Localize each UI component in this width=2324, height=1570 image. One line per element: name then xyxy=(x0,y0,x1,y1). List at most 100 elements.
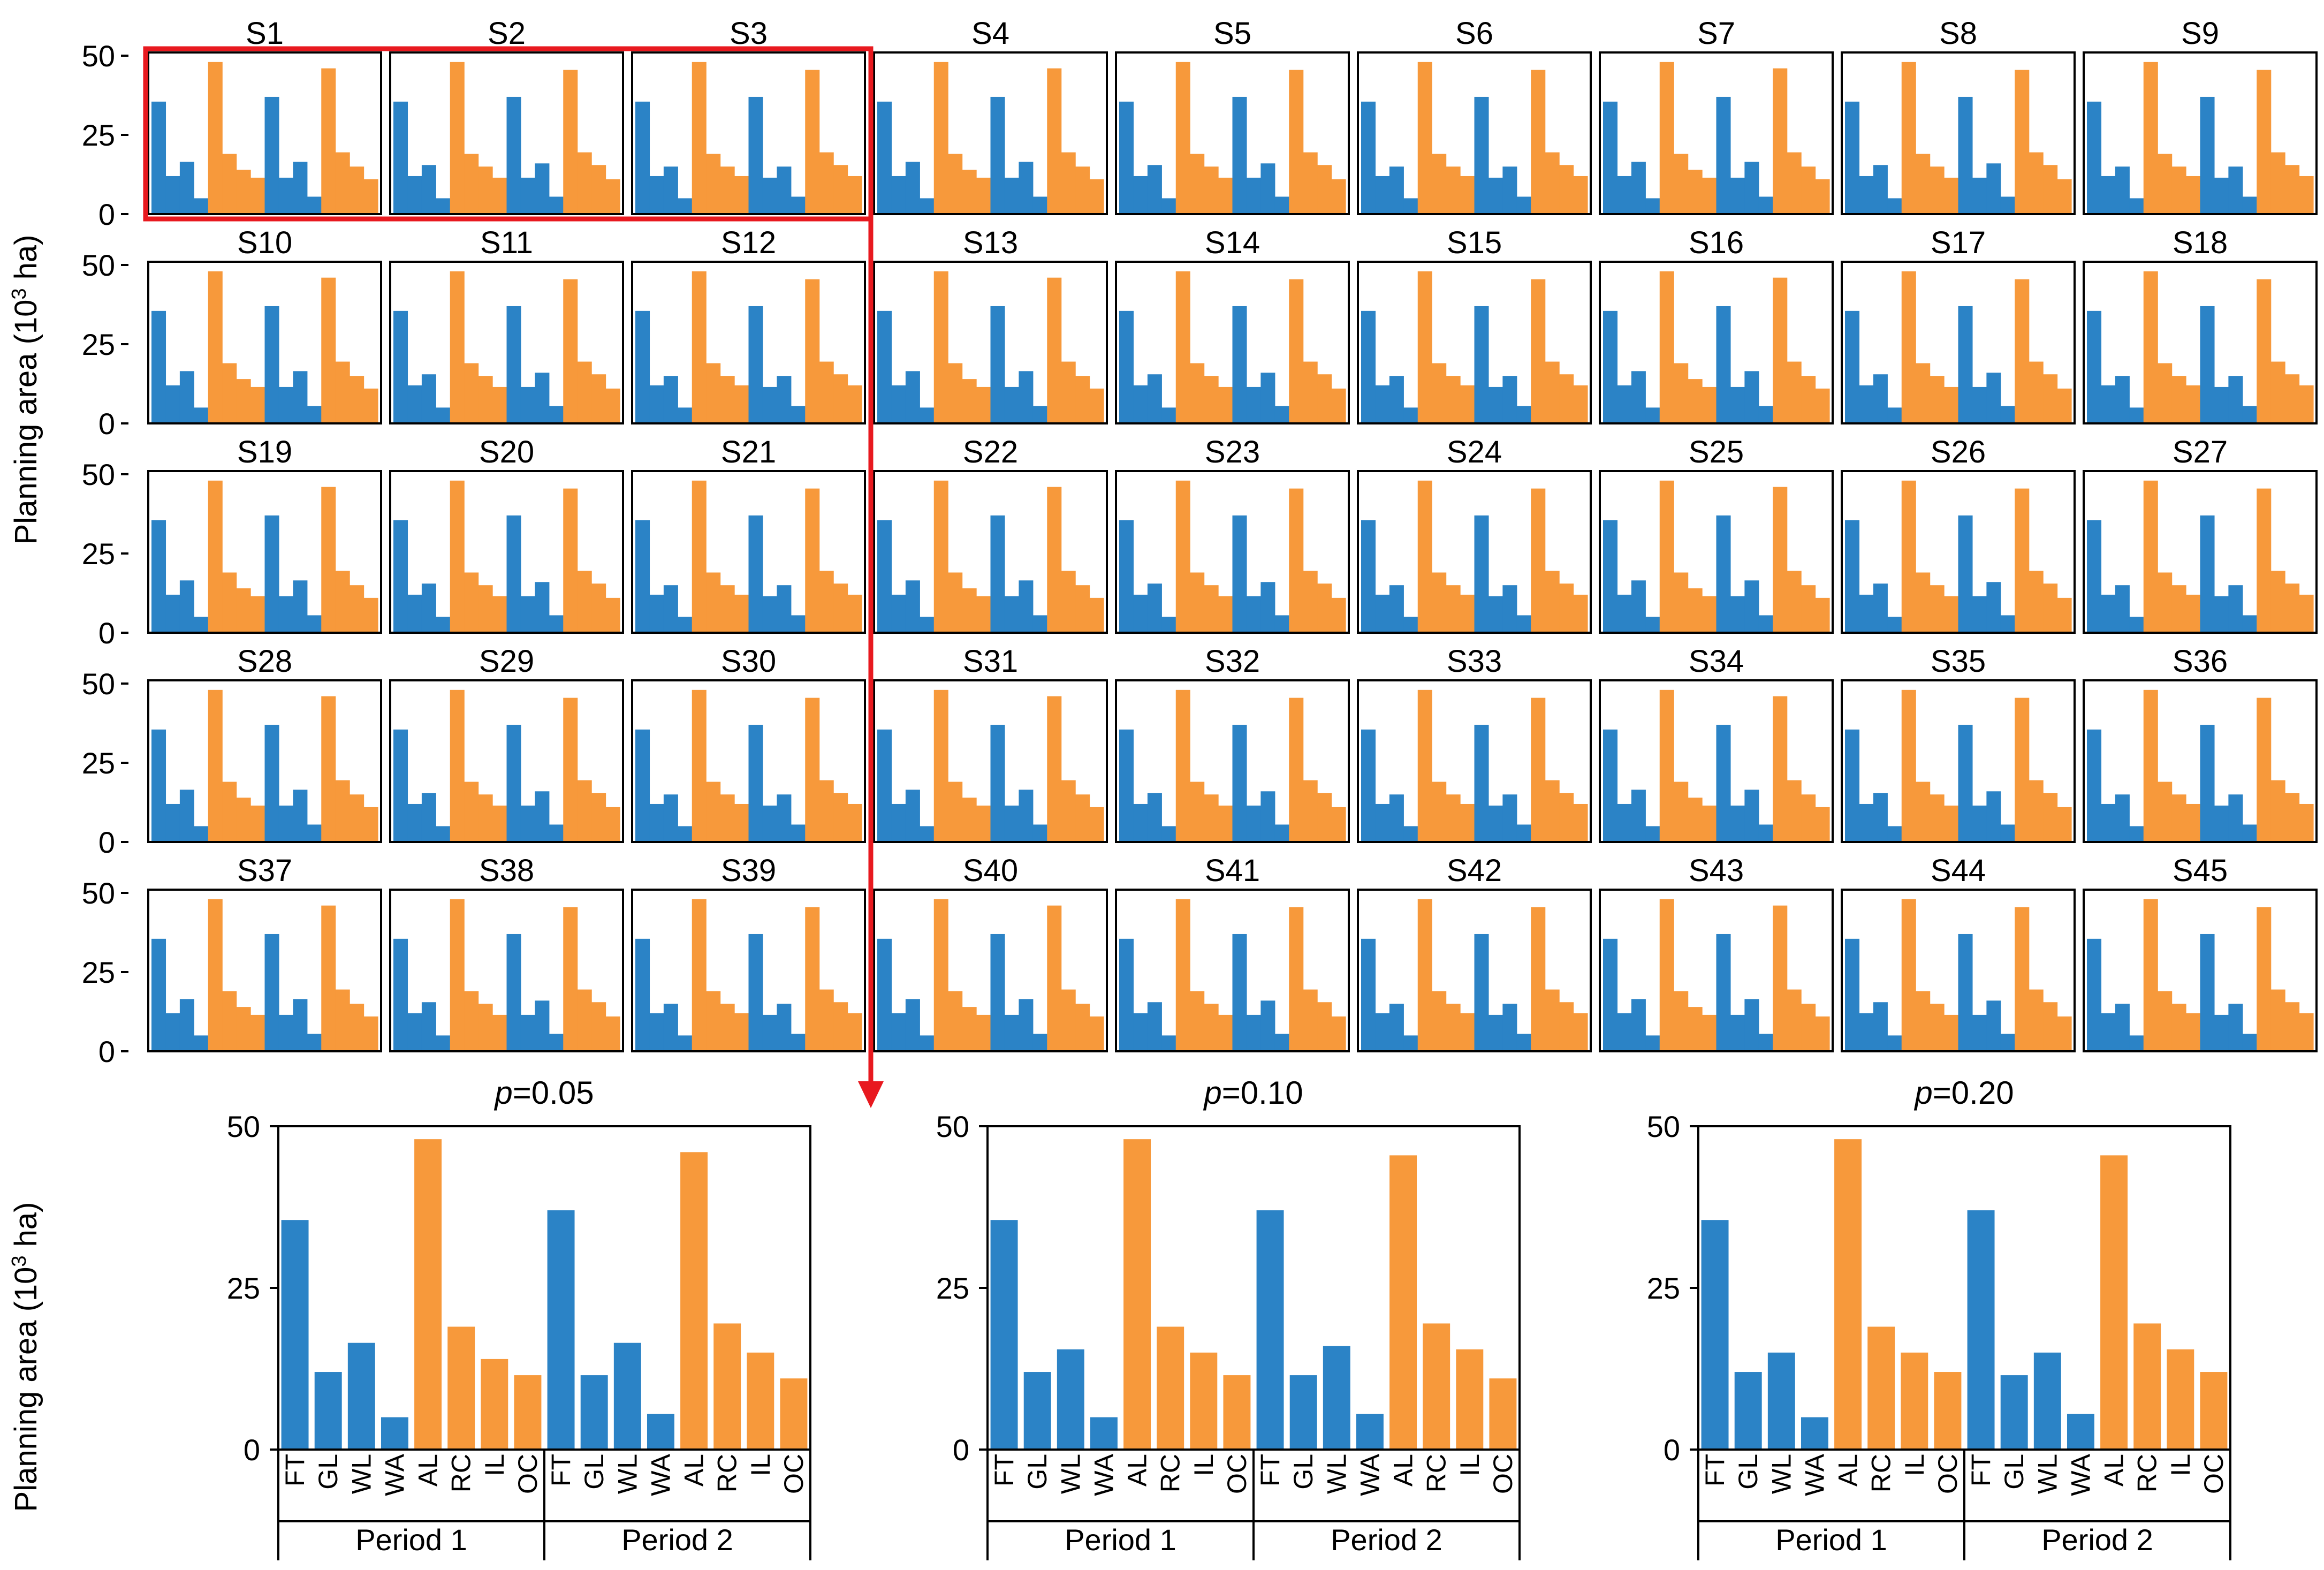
scenario-bar xyxy=(1986,582,2001,633)
scenario-bar xyxy=(1190,154,1205,214)
scenario-bar xyxy=(833,374,848,423)
scenario-bar xyxy=(535,1000,550,1051)
scenario-bar xyxy=(1787,780,1802,842)
scenario-bar xyxy=(1375,803,1390,842)
scenario-bar xyxy=(2101,1013,2116,1051)
scenario-title: S29 xyxy=(479,644,534,679)
scenario-bar xyxy=(278,596,293,633)
scenario-bar xyxy=(520,386,535,423)
grid-y-tick-label: 25 xyxy=(82,328,115,361)
scenario-bar xyxy=(1801,585,1816,633)
grid-y-tick-label: 0 xyxy=(98,407,115,441)
scenario-title: S21 xyxy=(721,435,776,469)
scenario-bar xyxy=(179,999,194,1051)
scenario-bar xyxy=(179,371,194,423)
scenario-bar xyxy=(1916,154,1931,214)
scenario-grid: 0 25 50 S1 S2 S3 S4 S5 S6 S7 S8 S9 0 25 50 S10 S11 S12 S13… xyxy=(8,16,2318,1068)
scenario-bar xyxy=(450,689,465,842)
scenario-bar xyxy=(2171,585,2186,633)
scenario-bar xyxy=(1446,794,1461,842)
scenario-bar xyxy=(2043,1002,2058,1051)
scenario-bar xyxy=(2057,1016,2072,1051)
scenario-bar xyxy=(151,520,166,633)
scenario-bar xyxy=(819,989,834,1051)
scenario-frame xyxy=(389,889,624,1052)
scenario-frame xyxy=(389,261,624,424)
scenario-bar xyxy=(236,379,251,423)
scenario-bar xyxy=(1758,824,1773,842)
scenario-bar xyxy=(1133,385,1148,423)
scenario-bar xyxy=(321,487,336,633)
highlight-overlay xyxy=(143,46,884,1108)
grid-y-tick-label: 0 xyxy=(98,825,115,859)
scenario-frame xyxy=(2083,679,2318,843)
category-label: AL xyxy=(1388,1454,1418,1486)
scenario-bar xyxy=(2015,279,2030,423)
scenario-bar xyxy=(1787,571,1802,633)
scenario-bar xyxy=(450,899,465,1051)
scenario-bar xyxy=(222,782,237,842)
scenario-bar xyxy=(678,198,693,214)
scenario-title: S41 xyxy=(1205,853,1260,888)
scenario-panel: S24 xyxy=(1357,435,1592,634)
scenario-bar xyxy=(1659,62,1674,214)
scenario-bar xyxy=(321,68,336,215)
scenario-bar xyxy=(1559,793,1574,842)
scenario-bar xyxy=(1659,689,1674,842)
scenario-bar xyxy=(222,154,237,214)
panel-title: p=0.20 xyxy=(1913,1075,2014,1111)
scenario-bar xyxy=(663,376,678,423)
scenario-bar xyxy=(1716,515,1731,633)
scenario-bar xyxy=(649,385,664,423)
scenario-bar xyxy=(591,793,606,842)
scenario-bar xyxy=(1432,782,1447,842)
scenario-panel: S11 xyxy=(389,225,624,424)
scenario-title: S5 xyxy=(1213,16,1251,51)
scenario-frame xyxy=(2083,889,2318,1052)
scenario-bar xyxy=(847,176,862,214)
category-label: FT xyxy=(546,1454,576,1486)
scenario-bar xyxy=(1274,196,1289,214)
scenario-bar xyxy=(1375,176,1390,214)
scenario-bar xyxy=(293,580,308,633)
scenario-bar xyxy=(819,152,834,214)
scenario-bar xyxy=(2186,176,2201,214)
scenario-bar xyxy=(1873,374,1888,423)
scenario-bar xyxy=(1190,991,1205,1051)
scenario-bar xyxy=(692,62,707,214)
scenario-bar xyxy=(1674,572,1689,633)
scenario-panel: S32 xyxy=(1115,644,1350,843)
scenario-bar xyxy=(1801,794,1816,842)
scenario-panel: S36 xyxy=(2083,644,2318,843)
scenario-frame xyxy=(147,261,382,424)
scenario-bar xyxy=(605,1016,620,1051)
scenario-bar xyxy=(264,306,279,423)
scenario-bar xyxy=(2129,1035,2144,1051)
panel-y-axis-label: Planning area (103 ha) xyxy=(8,1202,43,1512)
scenario-bar xyxy=(1019,371,1034,423)
grid-y-tick-label: 0 xyxy=(98,616,115,650)
scenario-bar xyxy=(1089,807,1104,842)
panel-bar xyxy=(780,1378,808,1450)
panel-y-tick-label: 0 xyxy=(1664,1433,1680,1467)
scenario-bar xyxy=(1573,1013,1588,1051)
scenario-bar xyxy=(1232,515,1247,633)
scenario-bar xyxy=(1175,899,1190,1051)
scenario-bar xyxy=(706,991,721,1051)
scenario-frame xyxy=(1357,889,1592,1052)
grid-y-tick-label: 50 xyxy=(82,876,115,910)
scenario-bar xyxy=(506,934,521,1051)
scenario-bar xyxy=(1930,166,1945,214)
scenario-title: S2 xyxy=(488,16,526,51)
scenario-bar xyxy=(1659,480,1674,633)
scenario-title: S1 xyxy=(246,16,284,51)
scenario-bar xyxy=(363,597,378,633)
scenario-frame xyxy=(873,261,1108,424)
scenario-bar xyxy=(1958,934,1973,1051)
grid-y-tick-label: 50 xyxy=(82,667,115,701)
scenario-bar xyxy=(976,386,991,423)
scenario-bar xyxy=(450,62,465,214)
panel-bar xyxy=(1801,1417,1828,1450)
category-label: OC xyxy=(1933,1454,1963,1494)
category-label: GL xyxy=(1288,1454,1318,1490)
